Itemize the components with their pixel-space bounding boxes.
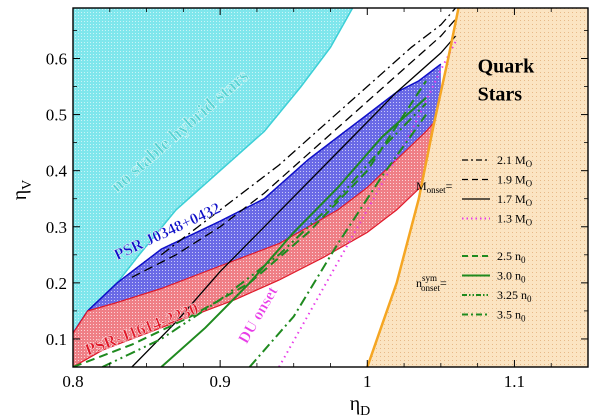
legend: Monset= nsym onset= 2.1 MO1.9 MO1.7 MO1.3… [416,153,533,324]
y-axis-label-subscript: V [20,180,35,190]
region-psr-j1614-lower-edge [73,159,442,367]
x-axis-label: ηD [350,393,371,417]
regions-layer [73,8,588,367]
legend-group-density-suffix: = [440,276,447,290]
legend-label-subscript: 0 [527,294,532,304]
series-line-7 [101,102,427,367]
legend-label-1: 2.1 MO [497,153,533,169]
legend-label-text: 3.25 n [497,288,527,302]
y-tick-label-5: 0.5 [46,106,67,125]
y-tick-label-6: 0.6 [46,49,67,68]
y-tick-label-3: 0.3 [46,218,67,237]
legend-label-subscript: 0 [521,275,526,285]
legend-label-5: 2.5 n0 [497,249,526,265]
y-tick-label-1: 0.1 [46,330,67,349]
series-line-2 [131,18,457,278]
region-no-stable-hybrid [73,8,353,334]
legend-group-mass-subscript: onset [427,185,446,195]
legend-entries: 2.1 MO1.9 MO1.7 MO1.3 MO2.5 n03.0 n03.25… [462,153,533,324]
series-line-1 [160,8,457,256]
y-axis-label-symbol: η [9,190,31,200]
legend-label-text: 3.0 n [497,269,521,283]
legend-label-subscript: 0 [521,314,526,324]
legend-label-2: 1.9 MO [497,173,533,189]
legend-label-text: 1.7 M [497,192,526,206]
legend-group-mass-suffix: = [446,179,453,193]
legend-label-subscript: 0 [521,255,526,265]
region-psr-j1614 [73,114,441,367]
legend-label-subscript: O [526,198,533,208]
x-tick-label-1: 0.8 [62,372,83,391]
y-tick-label-4: 0.4 [46,162,68,181]
legend-group-density-label: nsym onset= [416,273,447,293]
legend-label-text: 2.1 M [497,153,526,167]
legend-label-3: 1.7 MO [497,192,533,208]
annotation-5: Quark [478,56,536,78]
y-tick-label-2: 0.2 [46,274,67,293]
legend-label-4: 1.3 MO [497,212,533,228]
series-line-3 [131,35,457,367]
legend-group-density-symbol: n [416,276,422,290]
lines-layer [73,8,460,367]
x-tick-label-4: 1.1 [504,372,525,391]
series-line-6 [160,96,427,367]
legend-group-density-superscript: sym [422,273,437,283]
quark-boundary-line [366,8,460,367]
legend-label-6: 3.0 n0 [497,269,526,285]
legend-label-subscript: O [526,179,533,189]
legend-label-text: 3.5 n [497,308,521,322]
x-tick-label-3: 1 [363,372,372,391]
legend-label-8: 3.5 n0 [497,308,526,324]
legend-label-subscript: O [526,218,533,228]
legend-label-text: 1.9 M [497,173,526,187]
y-axis-label: ηV [9,180,35,201]
legend-group-density-subscript: onset [421,283,440,293]
annotation-6: Stars [478,84,523,106]
region-quark-stars [367,8,588,367]
legend-label-text: 2.5 n [497,249,521,263]
region-psr-j1614-upper-edge [73,114,442,334]
legend-label-text: 1.3 M [497,212,526,226]
x-axis-label-subscript: D [360,404,370,417]
series-line-5 [73,80,427,367]
axis-ticks: 0.8 0.9 1 1.1 0.1 0.2 0.3 0.4 0.5 0.6 [46,8,589,391]
x-axis-label-symbol: η [350,393,360,415]
x-tick-label-2: 0.9 [210,372,231,391]
series-line-8 [248,114,427,367]
legend-group-mass-label: Monset= [416,179,453,195]
legend-label-7: 3.25 n0 [497,288,532,304]
legend-group-mass-symbol: M [416,179,427,193]
region-psr-j0348 [73,64,441,334]
legend-label-subscript: O [526,159,533,169]
